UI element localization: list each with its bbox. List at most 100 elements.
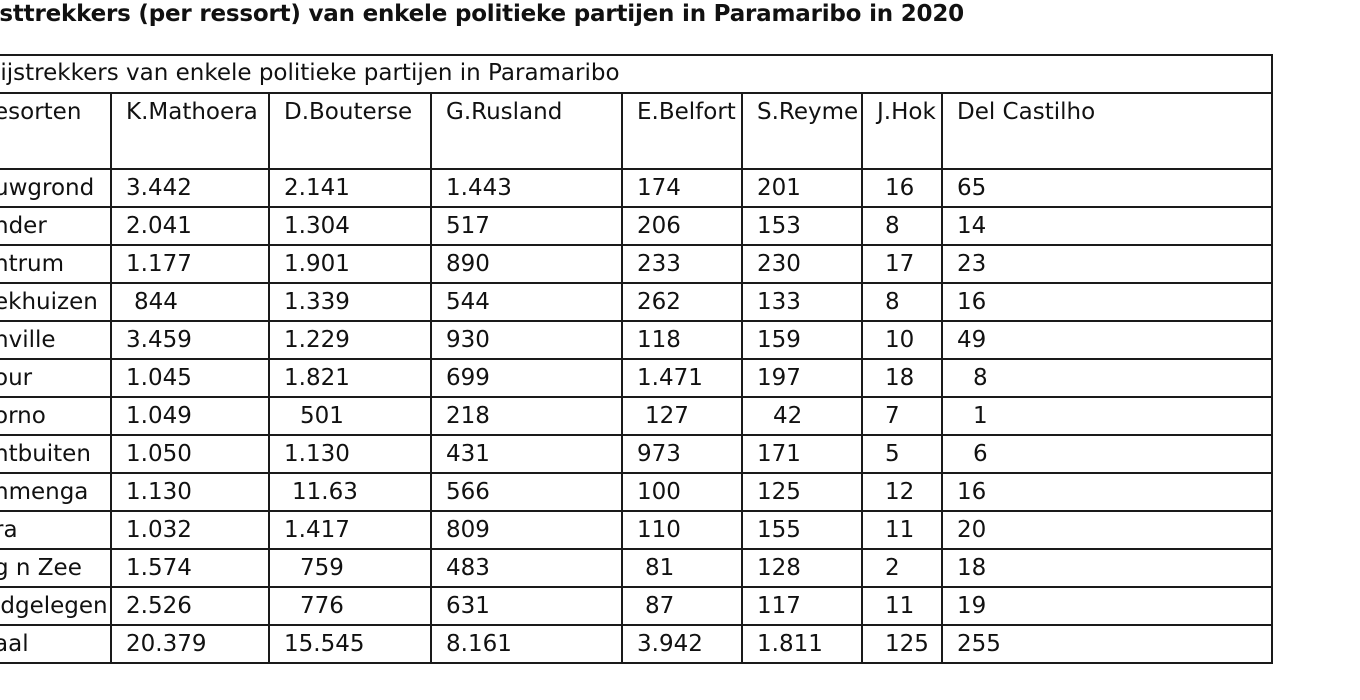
ressort-cell: ekhuizen xyxy=(0,282,112,322)
vote-count-cell: 1.821 xyxy=(268,358,432,398)
vote-count-cell: 15.545 xyxy=(268,624,432,664)
vote-count-cell: 1.443 xyxy=(430,168,623,208)
vote-count-cell: 566 xyxy=(430,472,623,512)
vote-count-cell: 2.041 xyxy=(110,206,270,246)
vote-count-cell: 1.471 xyxy=(621,358,743,398)
vote-count-cell: 1.229 xyxy=(268,320,432,360)
vote-count-cell: 23 xyxy=(941,244,1273,284)
vote-count-cell: 20.379 xyxy=(110,624,270,664)
vote-count-cell: 1.177 xyxy=(110,244,270,284)
vote-count-cell: 197 xyxy=(741,358,863,398)
vote-count-cell: 544 xyxy=(430,282,623,322)
column-header-candidate: S.Reyme xyxy=(741,92,863,170)
vote-count-cell: 81 xyxy=(621,548,743,588)
table-row: nville 3.459 1.229 930 118 159 10 49 xyxy=(0,320,1273,360)
table-row: g n Zee 1.574 759 483 81 128 2 18 xyxy=(0,548,1273,588)
vote-count-cell: 49 xyxy=(941,320,1273,360)
vote-count-cell: 1.049 xyxy=(110,396,270,436)
vote-count-cell: 16 xyxy=(941,472,1273,512)
vote-count-cell: 125 xyxy=(861,624,943,664)
vote-count-cell: 201 xyxy=(741,168,863,208)
vote-count-cell: 1.811 xyxy=(741,624,863,664)
table-header-row: esorten K.Mathoera D.Bouterse G.Rusland E.Be… xyxy=(0,92,1273,170)
vote-count-cell: 2.526 xyxy=(110,586,270,626)
ressort-cell: ntbuiten xyxy=(0,434,112,474)
vote-count-cell: 230 xyxy=(741,244,863,284)
ressort-cell: nville xyxy=(0,320,112,360)
vote-count-cell: 1.050 xyxy=(110,434,270,474)
vote-count-cell: 8 xyxy=(861,206,943,246)
vote-count-cell: 19 xyxy=(941,586,1273,626)
vote-count-cell: 1.130 xyxy=(110,472,270,512)
vote-count-cell: 16 xyxy=(861,168,943,208)
vote-count-cell: 1.045 xyxy=(110,358,270,398)
results-table-wrapper: lijstrekkers van enkele politieke partij… xyxy=(0,54,1273,664)
vote-count-cell: 1 xyxy=(941,396,1273,436)
vote-count-cell: 18 xyxy=(861,358,943,398)
vote-count-cell: 2.141 xyxy=(268,168,432,208)
vote-count-cell: 3.459 xyxy=(110,320,270,360)
vote-count-cell: 431 xyxy=(430,434,623,474)
table-row: ntrum 1.177 1.901 890 233 230 17 23 xyxy=(0,244,1273,284)
vote-count-cell: 501 xyxy=(268,396,432,436)
vote-count-cell: 1.574 xyxy=(110,548,270,588)
vote-count-cell: 631 xyxy=(430,586,623,626)
vote-count-cell: 8 xyxy=(941,358,1273,398)
vote-count-cell: 483 xyxy=(430,548,623,588)
vote-count-cell: 809 xyxy=(430,510,623,550)
ressort-cell: ldgelegen xyxy=(0,586,112,626)
vote-count-cell: 776 xyxy=(268,586,432,626)
vote-count-cell: 125 xyxy=(741,472,863,512)
vote-count-cell: 5 xyxy=(861,434,943,474)
vote-count-cell: 42 xyxy=(741,396,863,436)
vote-count-cell: 7 xyxy=(861,396,943,436)
vote-count-cell: 1.339 xyxy=(268,282,432,322)
vote-count-cell: 973 xyxy=(621,434,743,474)
vote-count-cell: 155 xyxy=(741,510,863,550)
vote-count-cell: 759 xyxy=(268,548,432,588)
vote-count-cell: 174 xyxy=(621,168,743,208)
vote-count-cell: 11 xyxy=(861,510,943,550)
ressort-cell: aal xyxy=(0,624,112,664)
table-row: ntbuiten 1.050 1.130 431 973 171 5 6 xyxy=(0,434,1273,474)
vote-count-cell: 1.901 xyxy=(268,244,432,284)
ressort-cell: ntrum xyxy=(0,244,112,284)
ressort-cell: uwgrond xyxy=(0,168,112,208)
vote-count-cell: 1.032 xyxy=(110,510,270,550)
vote-count-cell: 171 xyxy=(741,434,863,474)
vote-count-cell: 133 xyxy=(741,282,863,322)
column-header-candidate: Del Castilho xyxy=(941,92,1273,170)
vote-count-cell: 3.442 xyxy=(110,168,270,208)
vote-count-cell: 118 xyxy=(621,320,743,360)
ressort-cell: our xyxy=(0,358,112,398)
vote-count-cell: 117 xyxy=(741,586,863,626)
column-header-candidate: G.Rusland xyxy=(430,92,623,170)
vote-count-cell: 699 xyxy=(430,358,623,398)
table-row: ldgelegen 2.526 776 631 87 117 11 19 xyxy=(0,586,1273,626)
vote-count-cell: 890 xyxy=(430,244,623,284)
vote-count-cell: 10 xyxy=(861,320,943,360)
vote-count-cell: 233 xyxy=(621,244,743,284)
vote-count-cell: 12 xyxy=(861,472,943,512)
column-header-candidate: D.Bouterse xyxy=(268,92,432,170)
vote-count-cell: 2 xyxy=(861,548,943,588)
vote-count-cell: 255 xyxy=(941,624,1273,664)
vote-count-cell: 11.63 xyxy=(268,472,432,512)
vote-count-cell: 127 xyxy=(621,396,743,436)
ressort-cell: g n Zee xyxy=(0,548,112,588)
column-header-candidate: J.Hok xyxy=(861,92,943,170)
vote-count-cell: 87 xyxy=(621,586,743,626)
table-row: uwgrond 3.442 2.141 1.443 174 201 16 65 xyxy=(0,168,1273,208)
vote-count-cell: 110 xyxy=(621,510,743,550)
vote-count-cell: 65 xyxy=(941,168,1273,208)
vote-count-cell: 20 xyxy=(941,510,1273,550)
vote-count-cell: 844 xyxy=(110,282,270,322)
vote-count-cell: 17 xyxy=(861,244,943,284)
vote-count-cell: 128 xyxy=(741,548,863,588)
document-title: ijsttrekkers (per ressort) van enkele po… xyxy=(0,1,964,27)
